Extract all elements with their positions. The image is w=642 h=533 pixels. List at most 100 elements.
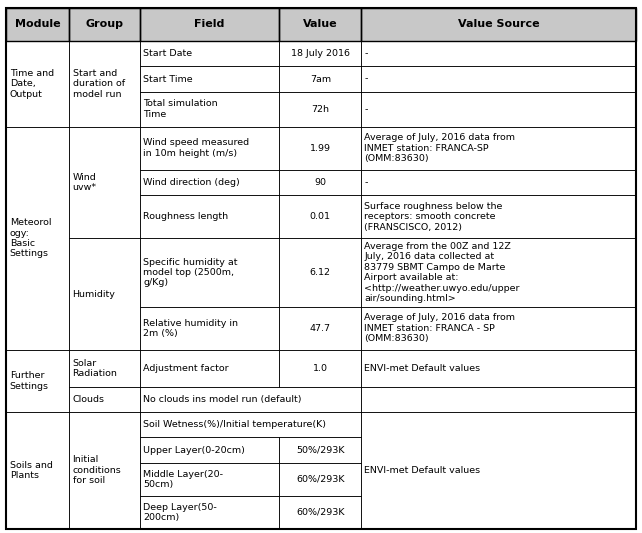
- Bar: [140, 438, 279, 463]
- Bar: [140, 92, 279, 127]
- Text: Field: Field: [195, 20, 225, 29]
- Text: Start and
duration of
model run: Start and duration of model run: [73, 69, 125, 99]
- Bar: [6, 8, 69, 41]
- Bar: [361, 238, 636, 306]
- Bar: [69, 8, 140, 41]
- Bar: [279, 438, 361, 463]
- Bar: [279, 8, 361, 41]
- Bar: [361, 127, 636, 169]
- Text: 60%/293K: 60%/293K: [296, 508, 345, 517]
- Text: 6.12: 6.12: [310, 268, 331, 277]
- Bar: [69, 412, 140, 529]
- Text: Wind direction (deg): Wind direction (deg): [143, 178, 239, 187]
- Bar: [6, 127, 69, 350]
- Bar: [361, 350, 636, 386]
- Text: -: -: [365, 104, 368, 114]
- Text: Start Date: Start Date: [143, 49, 192, 58]
- Bar: [279, 350, 361, 386]
- Bar: [140, 306, 279, 350]
- Text: Meteorol
ogy:
Basic
Settings: Meteorol ogy: Basic Settings: [10, 218, 51, 259]
- Bar: [361, 386, 636, 412]
- Bar: [361, 92, 636, 127]
- Text: Total simulation
Time: Total simulation Time: [143, 100, 218, 119]
- Bar: [279, 195, 361, 238]
- Bar: [69, 41, 140, 127]
- Bar: [6, 41, 69, 127]
- Bar: [140, 386, 361, 412]
- Text: ENVI-met Default values: ENVI-met Default values: [365, 364, 481, 373]
- Bar: [361, 66, 636, 92]
- Text: 7am: 7am: [310, 75, 331, 84]
- Bar: [361, 169, 636, 195]
- Text: Humidity: Humidity: [73, 289, 116, 298]
- Text: 50%/293K: 50%/293K: [296, 446, 345, 455]
- Text: 47.7: 47.7: [310, 324, 331, 333]
- Bar: [279, 41, 361, 66]
- Bar: [279, 306, 361, 350]
- Bar: [279, 169, 361, 195]
- Text: Module: Module: [15, 20, 61, 29]
- Bar: [361, 8, 636, 41]
- Text: Initial
conditions
for soil: Initial conditions for soil: [73, 456, 121, 485]
- Text: Middle Layer(20-
50cm): Middle Layer(20- 50cm): [143, 470, 223, 489]
- Text: ENVI-met Default values: ENVI-met Default values: [365, 466, 481, 475]
- Bar: [140, 496, 279, 529]
- Text: Surface roughness below the
receptors: smooth concrete
(FRANSCISCO, 2012): Surface roughness below the receptors: s…: [365, 202, 503, 231]
- Bar: [69, 238, 140, 350]
- Text: 0.01: 0.01: [310, 212, 331, 221]
- Text: Average of July, 2016 data from
INMET station: FRANCA - SP
(OMM:83630): Average of July, 2016 data from INMET st…: [365, 313, 516, 343]
- Bar: [361, 412, 636, 529]
- Bar: [279, 238, 361, 306]
- Text: Wind speed measured
in 10m height (m/s): Wind speed measured in 10m height (m/s): [143, 139, 249, 158]
- Text: 1.99: 1.99: [310, 144, 331, 152]
- Text: Soils and
Plants: Soils and Plants: [10, 461, 53, 480]
- Bar: [279, 496, 361, 529]
- Text: 72h: 72h: [311, 104, 329, 114]
- Text: Roughness length: Roughness length: [143, 212, 228, 221]
- Bar: [279, 92, 361, 127]
- Text: Solar
Radiation: Solar Radiation: [73, 359, 117, 378]
- Bar: [69, 127, 140, 238]
- Bar: [140, 463, 279, 496]
- Bar: [140, 41, 279, 66]
- Text: Specific humidity at
model top (2500m,
g/Kg): Specific humidity at model top (2500m, g…: [143, 257, 238, 287]
- Bar: [140, 238, 279, 306]
- Text: Average of July, 2016 data from
INMET station: FRANCA-SP
(OMM:83630): Average of July, 2016 data from INMET st…: [365, 133, 516, 163]
- Text: Relative humidity in
2m (%): Relative humidity in 2m (%): [143, 319, 238, 338]
- Text: -: -: [365, 178, 368, 187]
- Text: Value: Value: [303, 20, 338, 29]
- Bar: [69, 350, 140, 386]
- Text: Wind
uvw*: Wind uvw*: [73, 173, 97, 192]
- Bar: [140, 8, 279, 41]
- Bar: [361, 195, 636, 238]
- Text: 1.0: 1.0: [313, 364, 328, 373]
- Text: Soil Wetness(%)/Initial temperature(K): Soil Wetness(%)/Initial temperature(K): [143, 420, 326, 429]
- Bar: [6, 8, 69, 41]
- Bar: [279, 66, 361, 92]
- Bar: [140, 195, 279, 238]
- Text: Further
Settings: Further Settings: [10, 372, 49, 391]
- Bar: [140, 350, 279, 386]
- Text: Clouds: Clouds: [73, 395, 105, 404]
- Bar: [361, 306, 636, 350]
- Bar: [140, 127, 279, 169]
- Bar: [6, 412, 69, 529]
- Text: 90: 90: [315, 178, 326, 187]
- Bar: [140, 169, 279, 195]
- Text: Upper Layer(0-20cm): Upper Layer(0-20cm): [143, 446, 245, 455]
- Bar: [279, 127, 361, 169]
- Bar: [6, 350, 69, 412]
- Bar: [69, 386, 140, 412]
- Bar: [361, 8, 636, 41]
- Bar: [279, 463, 361, 496]
- Text: Value Source: Value Source: [458, 20, 539, 29]
- Text: 60%/293K: 60%/293K: [296, 475, 345, 484]
- Bar: [361, 41, 636, 66]
- Text: Time and
Date,
Output: Time and Date, Output: [10, 69, 54, 99]
- Bar: [69, 8, 140, 41]
- Text: No clouds ins model run (default): No clouds ins model run (default): [143, 395, 302, 404]
- Text: 18 July 2016: 18 July 2016: [291, 49, 350, 58]
- Bar: [140, 8, 279, 41]
- Bar: [140, 66, 279, 92]
- Text: Start Time: Start Time: [143, 75, 193, 84]
